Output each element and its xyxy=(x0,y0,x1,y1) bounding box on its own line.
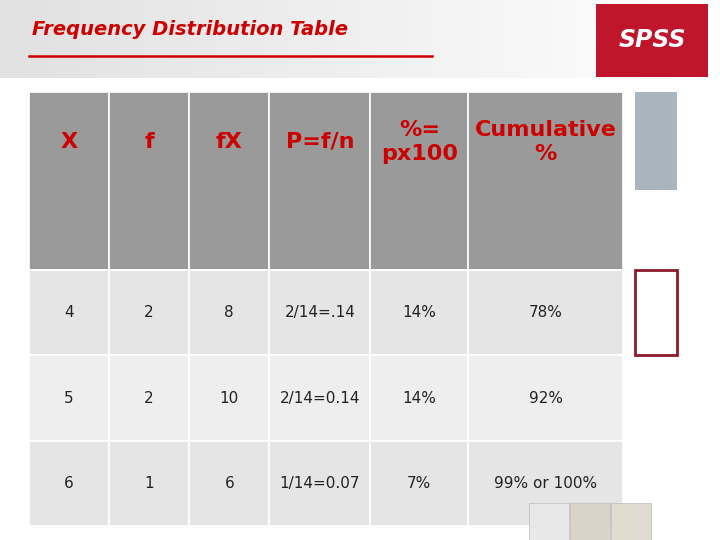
Text: 1: 1 xyxy=(144,476,154,491)
FancyBboxPatch shape xyxy=(370,92,469,270)
Text: 4: 4 xyxy=(64,305,73,320)
FancyBboxPatch shape xyxy=(109,355,189,441)
FancyBboxPatch shape xyxy=(29,92,109,270)
FancyBboxPatch shape xyxy=(109,270,189,355)
Text: %=
px100: %= px100 xyxy=(381,120,458,164)
FancyBboxPatch shape xyxy=(635,92,677,190)
FancyBboxPatch shape xyxy=(269,441,370,526)
FancyBboxPatch shape xyxy=(269,92,370,270)
FancyBboxPatch shape xyxy=(611,503,651,540)
FancyBboxPatch shape xyxy=(109,441,189,526)
FancyBboxPatch shape xyxy=(469,270,623,355)
FancyBboxPatch shape xyxy=(370,355,469,441)
Text: 1/14=0.07: 1/14=0.07 xyxy=(279,476,360,491)
Text: f: f xyxy=(144,132,154,152)
FancyBboxPatch shape xyxy=(596,4,708,77)
Text: 2/14=0.14: 2/14=0.14 xyxy=(279,390,360,406)
Text: 14%: 14% xyxy=(402,390,436,406)
Text: fX: fX xyxy=(216,132,243,152)
Text: Frequency Distribution Table: Frequency Distribution Table xyxy=(32,21,348,39)
Text: 2: 2 xyxy=(144,390,154,406)
Text: 5: 5 xyxy=(64,390,73,406)
FancyBboxPatch shape xyxy=(189,270,269,355)
FancyBboxPatch shape xyxy=(29,355,109,441)
FancyBboxPatch shape xyxy=(469,92,623,270)
Text: 10: 10 xyxy=(220,390,239,406)
FancyBboxPatch shape xyxy=(189,92,269,270)
FancyBboxPatch shape xyxy=(370,270,469,355)
Text: 78%: 78% xyxy=(528,305,562,320)
FancyBboxPatch shape xyxy=(29,270,109,355)
Text: P=f/n: P=f/n xyxy=(286,132,354,152)
Text: 8: 8 xyxy=(225,305,234,320)
FancyBboxPatch shape xyxy=(469,441,623,526)
Text: 6: 6 xyxy=(225,476,234,491)
Text: 2/14=.14: 2/14=.14 xyxy=(284,305,355,320)
Text: SPSS: SPSS xyxy=(618,28,685,52)
Text: 99% or 100%: 99% or 100% xyxy=(494,476,597,491)
FancyBboxPatch shape xyxy=(29,441,109,526)
FancyBboxPatch shape xyxy=(370,441,469,526)
Text: Cumulative
%: Cumulative % xyxy=(474,120,616,164)
Text: 7%: 7% xyxy=(408,476,431,491)
FancyBboxPatch shape xyxy=(189,355,269,441)
Text: 14%: 14% xyxy=(402,305,436,320)
FancyBboxPatch shape xyxy=(109,92,189,270)
FancyBboxPatch shape xyxy=(469,355,623,441)
Text: 92%: 92% xyxy=(528,390,562,406)
FancyBboxPatch shape xyxy=(635,270,677,355)
FancyBboxPatch shape xyxy=(570,503,610,540)
Text: 2: 2 xyxy=(144,305,154,320)
Text: 6: 6 xyxy=(64,476,73,491)
Text: X: X xyxy=(60,132,78,152)
FancyBboxPatch shape xyxy=(529,503,569,540)
FancyBboxPatch shape xyxy=(189,441,269,526)
FancyBboxPatch shape xyxy=(269,355,370,441)
FancyBboxPatch shape xyxy=(269,270,370,355)
